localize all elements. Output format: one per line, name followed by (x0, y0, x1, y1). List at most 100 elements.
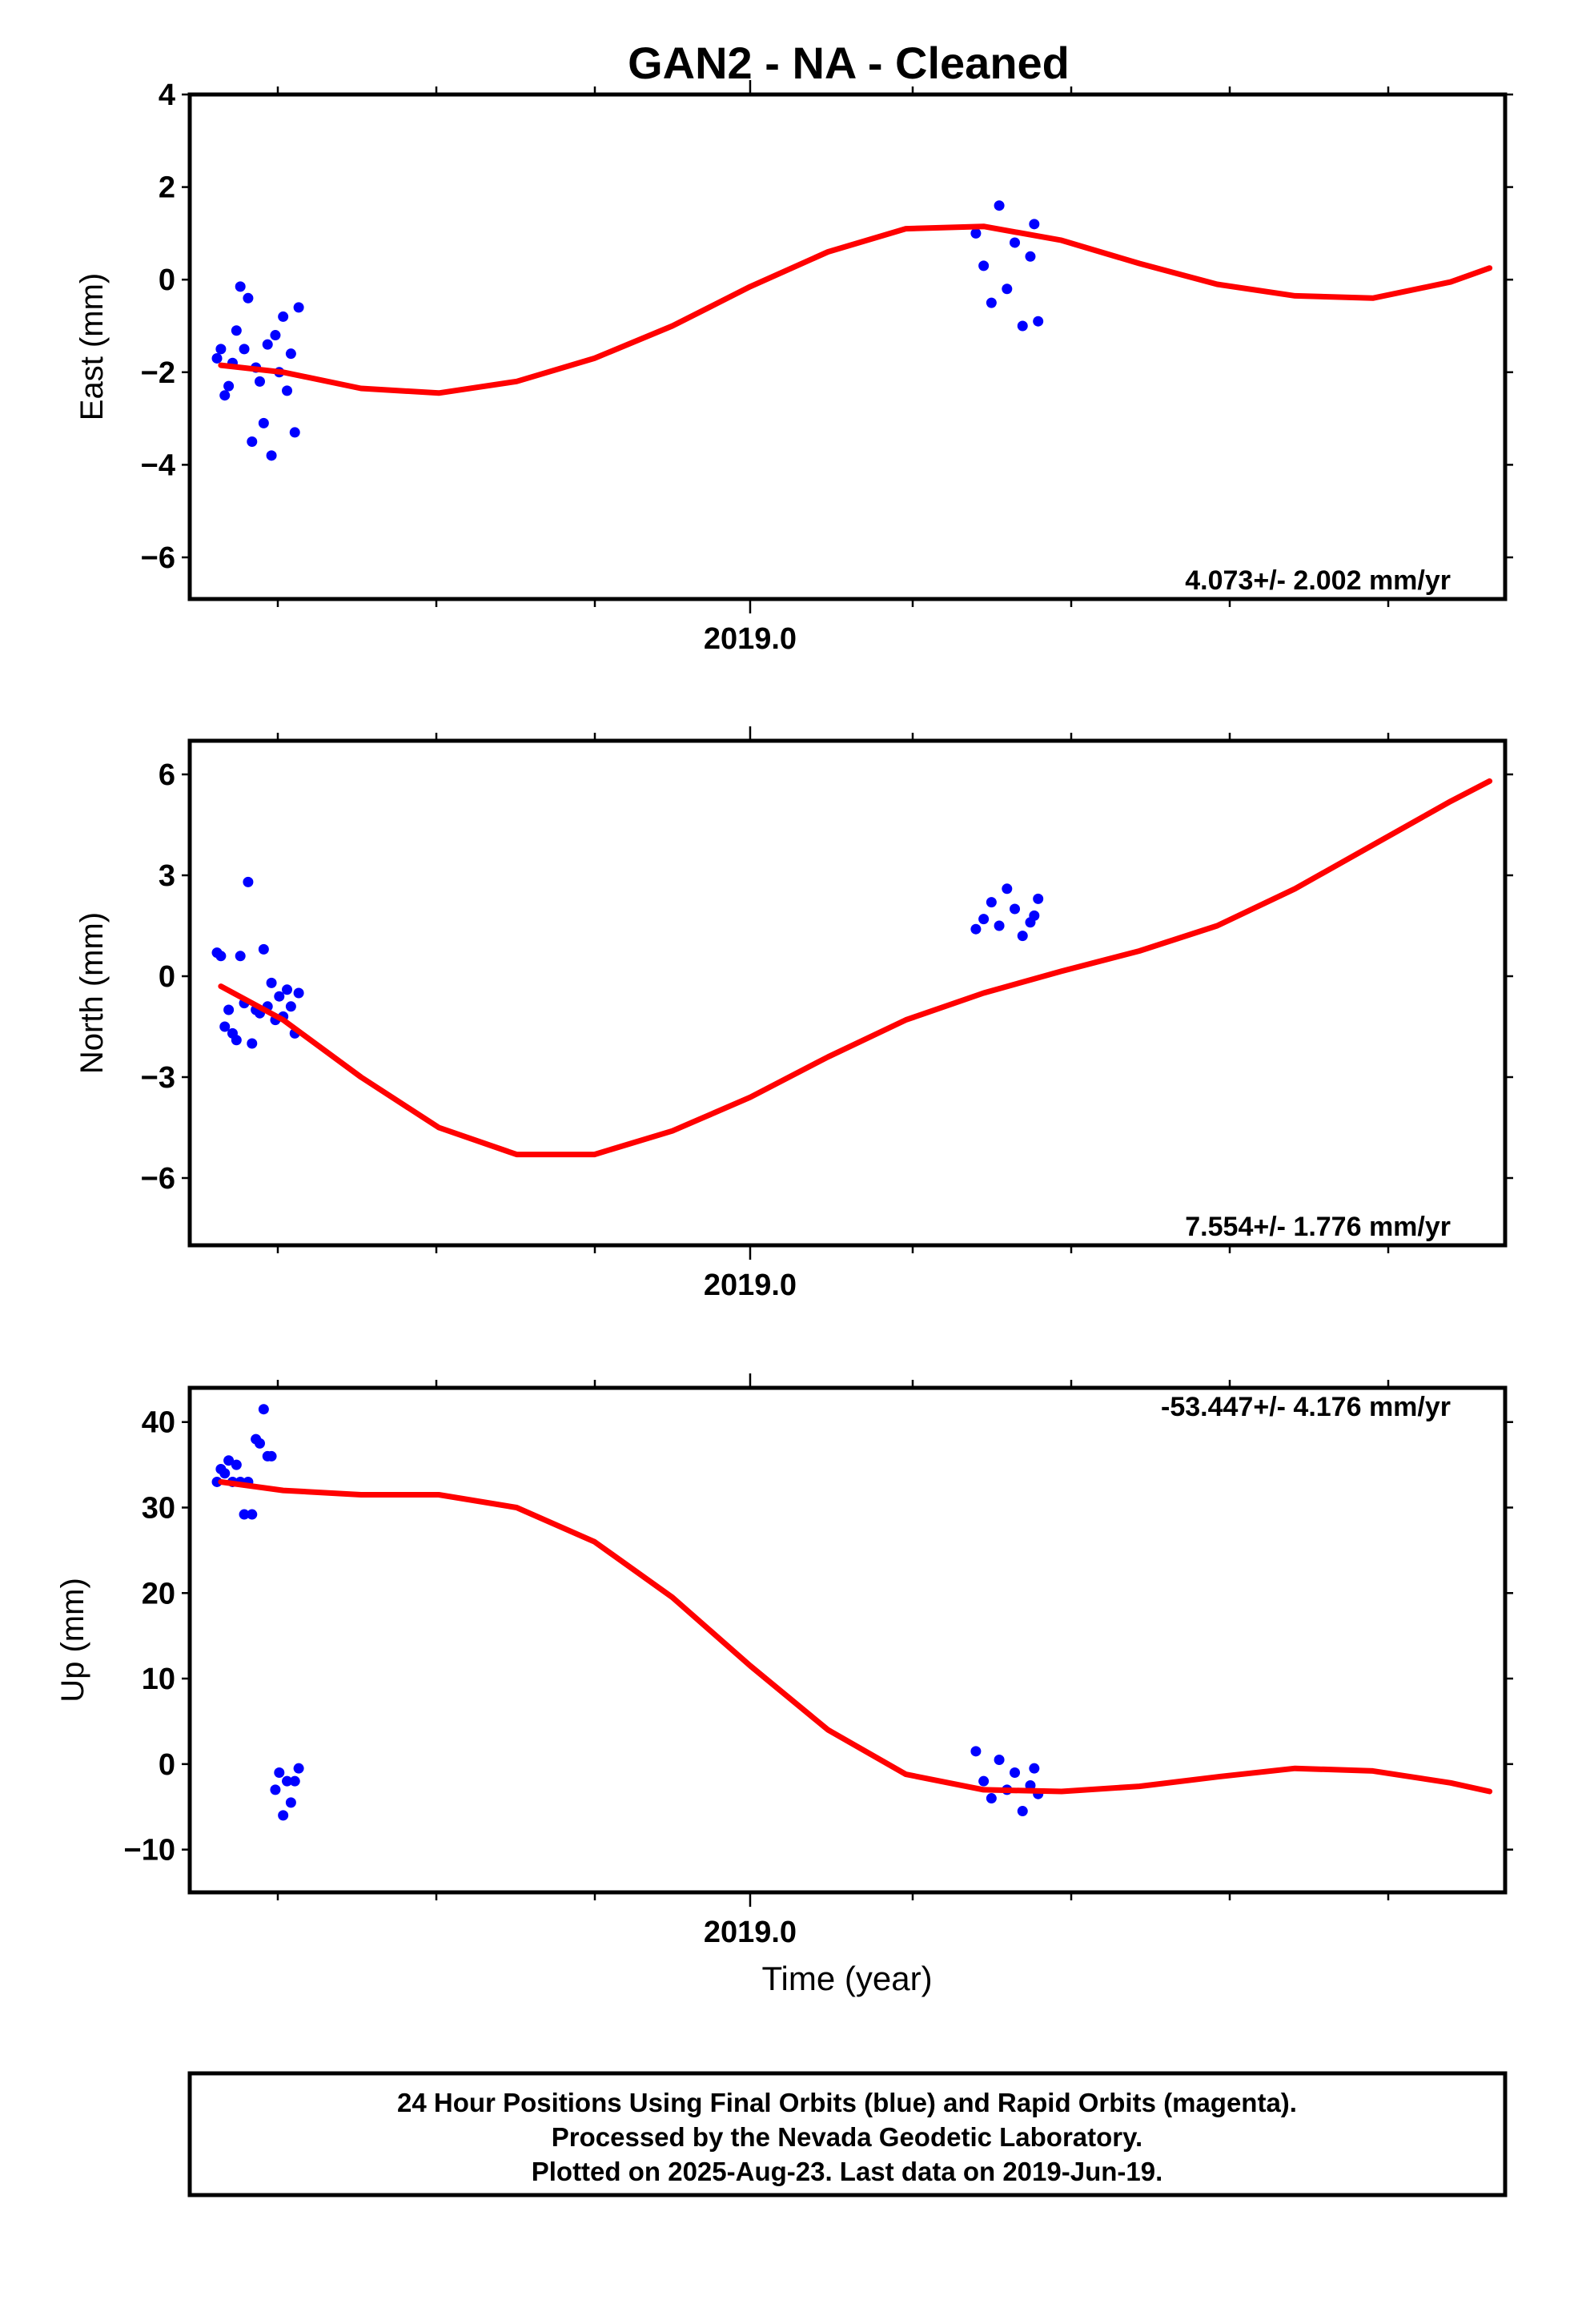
panel-up-data-point (266, 1450, 277, 1462)
panel-east-rate: 4.073+/- 2.002 mm/yr (1185, 565, 1451, 596)
panel-east-data-point (247, 436, 258, 447)
panel-east-data-point (211, 352, 223, 364)
panel-up-ylabel: Up (mm) (55, 1578, 90, 1703)
panel-north-ytick-label: 3 (159, 859, 175, 893)
panel-east-data-point (278, 311, 289, 322)
panel-up-data-point (1010, 1767, 1021, 1779)
panel-north-data-point (1029, 910, 1040, 921)
panel-north-data-point (282, 984, 293, 995)
caption-line-2: Processed by the Nevada Geodetic Laborat… (552, 2122, 1142, 2152)
panel-up: 40 30 20 10 0 −10 2019.0 Up (mm) -53.447+/- 4.… (55, 1373, 1513, 1949)
panel-north-ytick-label: 6 (159, 758, 175, 792)
panel-east-data-point (986, 297, 997, 308)
panel-up-data-point (978, 1775, 990, 1787)
panel-east-data-point (1010, 237, 1021, 248)
panel-east-data-point (1002, 283, 1013, 295)
panel-east-data-point (1033, 316, 1044, 327)
panel-up-ytick-label: 0 (159, 1748, 175, 1782)
panel-east-data-point (219, 390, 231, 401)
panel-north-data-point (1017, 931, 1028, 942)
panel-east-data-point (215, 344, 227, 355)
panel-north-fit-curve (218, 778, 1493, 1158)
panel-east-ytick-label: −6 (141, 541, 175, 575)
panel-east-data-point (243, 292, 254, 304)
panel-east-data-point (262, 339, 273, 350)
panel-east-data-point (258, 417, 269, 428)
panel-north-xtick-label: 2019.0 (704, 1269, 797, 1302)
panel-east-data-point (293, 302, 304, 313)
panel-east-data-point (231, 325, 242, 336)
panel-up-rate: -53.447+/- 4.176 mm/yr (1161, 1392, 1451, 1422)
panel-east-data-point (266, 450, 277, 461)
panel-north-ytick-label: 0 (159, 960, 175, 994)
panel-east-data-point (282, 385, 293, 396)
panel-east-data-point (978, 260, 990, 271)
panel-east-data-point (970, 227, 982, 239)
panel-north-data-point (274, 991, 285, 1002)
panel-up-ytick-label: 10 (142, 1663, 175, 1696)
panel-north-rate: 7.554+/- 1.776 mm/yr (1185, 1212, 1451, 1242)
panel-up-data-point (274, 1767, 285, 1779)
panel-up-data-point (970, 1746, 982, 1757)
panel-up-data-point (270, 1784, 281, 1795)
panel-east-data-point (1025, 251, 1036, 262)
panel-east-ytick-label: 2 (159, 171, 175, 205)
panel-up-data-point (223, 1455, 235, 1466)
panel-east-ylabel: East (mm) (74, 273, 110, 420)
panel-north-data-point (970, 923, 982, 935)
panel-east-ytick-label: 4 (159, 78, 175, 112)
panel-up-data-point (254, 1437, 265, 1449)
panel-up-data-point (1017, 1806, 1028, 1817)
panel-east-data-point (223, 380, 235, 392)
panel-north-data-point (247, 1038, 258, 1049)
panel-east-xtick-label: 2019.0 (704, 622, 797, 656)
panel-north-ylabel: North (mm) (74, 912, 110, 1074)
panel-up-fit-curve (218, 1479, 1493, 1795)
panel-up-ytick-label: −10 (124, 1834, 175, 1868)
panel-up-frame (187, 1385, 1508, 1895)
panel-east-ytick-label: 0 (159, 263, 175, 297)
figure-title: GAN2 - NA - Cleaned (628, 38, 1070, 88)
panel-east: 4 2 0 −2 −4 −6 2019.0 East (mm) 4.073+/- 2.002… (74, 78, 1513, 656)
panel-east-data-point (994, 200, 1005, 211)
x-axis-label: Time (year) (761, 1960, 932, 1997)
panel-up-data-point (986, 1793, 997, 1804)
panel-north-data-point (293, 987, 304, 999)
panel-east-frame (187, 92, 1508, 601)
panel-up-data-point (293, 1763, 304, 1774)
panel-up-data-point (239, 1509, 250, 1520)
panel-north-data-point (235, 951, 246, 962)
caption-box: 24 Hour Positions Using Final Orbits (bl… (187, 2071, 1508, 2197)
panel-north-data-point (266, 977, 277, 988)
caption-line-3: Plotted on 2025-Aug-23. Last data on 201… (532, 2157, 1163, 2186)
panel-up-data-point (211, 1476, 223, 1487)
panel-up-data-point (231, 1459, 242, 1470)
panel-up-xtick-label: 2019.0 (704, 1916, 797, 1949)
panel-north-data-point (215, 951, 227, 962)
panel-north-data-point (1033, 893, 1044, 904)
panel-up-data-point (285, 1797, 296, 1808)
panel-north-data-point (258, 943, 269, 955)
panel-east-data-point (270, 330, 281, 341)
panel-east-data-point (254, 376, 265, 387)
panel-up-data-point (1029, 1763, 1040, 1774)
panel-east-data-point (239, 344, 250, 355)
panel-east-data-point (285, 348, 296, 360)
panel-east-ytick-label: −2 (141, 356, 175, 390)
panel-north-data-point (219, 1021, 231, 1032)
panel-up-data-point (258, 1404, 269, 1415)
panel-up-data-point (278, 1810, 289, 1821)
panel-north-ytick-label: −3 (141, 1061, 175, 1095)
panel-up-ytick-label: 30 (142, 1491, 175, 1525)
panel-north-data-point (986, 897, 997, 908)
panel-north-data-point (223, 1004, 235, 1015)
panel-up-data-point (247, 1509, 258, 1520)
panel-north-data-point (1002, 883, 1013, 895)
panel-east-ytick-label: −4 (141, 448, 175, 482)
panel-east-data-point (289, 427, 300, 438)
panel-east-fit-curve (218, 223, 1493, 396)
panel-north-data-point (978, 914, 990, 925)
panel-east-data-point (1017, 320, 1028, 332)
caption-line-1: 24 Hour Positions Using Final Orbits (bl… (397, 2088, 1297, 2117)
